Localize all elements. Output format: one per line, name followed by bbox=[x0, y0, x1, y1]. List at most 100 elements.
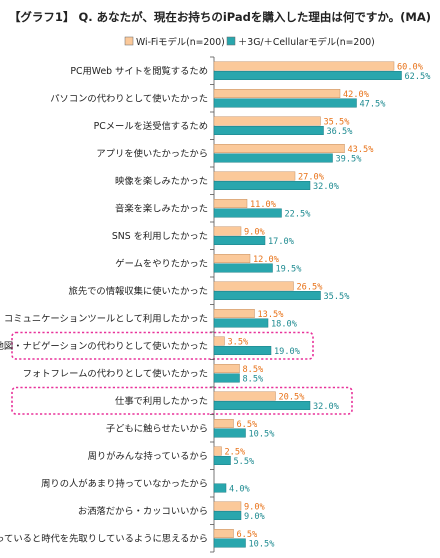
legend: Wi-Fiモデル(n=200) ＋3G/＋Cellularモデル(n=200) bbox=[124, 36, 375, 48]
value-label-wifi: 3.5% bbox=[228, 337, 250, 347]
value-label-wifi: 20.5% bbox=[279, 392, 306, 402]
value-label-wifi: 9.0% bbox=[244, 227, 266, 237]
value-label-wifi: 60.0% bbox=[397, 62, 424, 72]
value-label-cellular: 32.0% bbox=[313, 182, 340, 192]
bar-cellular bbox=[213, 291, 321, 300]
value-label-wifi: 6.5% bbox=[237, 530, 259, 540]
value-label-wifi: 12.0% bbox=[253, 255, 280, 265]
bar-cellular bbox=[213, 511, 242, 520]
bar-cellular bbox=[213, 401, 311, 410]
bar-cellular bbox=[213, 318, 269, 328]
value-label-cellular: 39.5% bbox=[336, 154, 363, 164]
bar-wifi bbox=[213, 391, 276, 401]
bar-cellular bbox=[213, 153, 333, 163]
category-label: PCメールを送受信するため bbox=[94, 120, 208, 132]
value-label-wifi: 6.5% bbox=[237, 420, 259, 430]
value-label-cellular: 19.5% bbox=[276, 264, 303, 274]
value-label-cellular: 32.0% bbox=[313, 402, 340, 412]
value-label-wifi: 2.5% bbox=[225, 447, 247, 457]
bar-cellular bbox=[213, 483, 227, 493]
bar-wifi bbox=[213, 89, 341, 98]
bar-wifi bbox=[213, 226, 242, 236]
legend-label-cellular: ＋3G/＋Cellularモデル(n=200) bbox=[238, 36, 375, 48]
value-label-wifi: 26.5% bbox=[297, 282, 324, 292]
value-label-cellular: 22.5% bbox=[285, 209, 312, 219]
highlight-frame bbox=[11, 386, 353, 415]
bar-wifi bbox=[213, 501, 242, 511]
category-label: コミュニケーションツールとして利用したかった bbox=[4, 312, 208, 324]
category-label: 周りがみんな持っているから bbox=[88, 450, 208, 462]
bar-cellular bbox=[213, 181, 311, 190]
category-label: 旅先での情報収集に使いたかった bbox=[69, 285, 208, 297]
bars bbox=[213, 61, 402, 548]
category-label: 地図・ナビゲーションの代わりとして使いたかった bbox=[0, 340, 208, 352]
bar-wifi bbox=[213, 336, 225, 346]
bar-wifi bbox=[213, 364, 240, 373]
value-label-wifi: 35.5% bbox=[324, 117, 351, 127]
category-label: PC用Web サイトを閲覧するため bbox=[70, 65, 208, 77]
category-label: パソコンの代わりとして使いたかった bbox=[50, 92, 208, 104]
bar-wifi bbox=[213, 281, 294, 291]
value-label-cellular: 19.0% bbox=[274, 347, 301, 357]
bar-cellular bbox=[213, 98, 357, 108]
value-label-wifi: 43.5% bbox=[348, 145, 375, 155]
bar-wifi bbox=[213, 199, 248, 208]
bar-wifi bbox=[213, 254, 251, 263]
bar-cellular bbox=[213, 263, 273, 273]
bar-wifi bbox=[213, 61, 395, 71]
bar-wifi bbox=[213, 116, 321, 126]
bar-cellular bbox=[213, 456, 231, 465]
category-label: 持っていると時代を先取りしているように思えるから bbox=[0, 532, 208, 544]
category-label: 音楽を楽しみたかった bbox=[115, 202, 208, 214]
legend-swatch-cellular bbox=[226, 36, 236, 46]
bar-cellular bbox=[213, 428, 246, 438]
value-label-wifi: 11.0% bbox=[250, 200, 277, 210]
bar-cellular bbox=[213, 71, 402, 80]
value-label-cellular: 4.0% bbox=[229, 484, 251, 494]
value-label-cellular: 36.5% bbox=[327, 127, 354, 137]
category-label: SNS を利用したかった bbox=[112, 230, 208, 242]
category-label: フォトフレームの代わりとして使いたかった bbox=[23, 367, 208, 379]
bar-cellular bbox=[213, 208, 282, 218]
category-label: 子どもに触らせたいから bbox=[106, 422, 208, 434]
value-label-wifi: 8.5% bbox=[243, 365, 265, 375]
value-label-cellular: 5.5% bbox=[234, 457, 256, 467]
bar-cellular bbox=[213, 126, 324, 135]
legend-swatch-wifi bbox=[124, 36, 134, 46]
value-label-cellular: 62.5% bbox=[405, 72, 432, 82]
category-label: 周りの人があまり持っていなかったから bbox=[41, 477, 208, 489]
category-axis bbox=[210, 56, 215, 553]
bar-wifi bbox=[213, 144, 345, 153]
value-label-wifi: 42.0% bbox=[343, 90, 370, 100]
bar-cellular bbox=[213, 236, 266, 245]
category-label: お洒落だから・カッコいいから bbox=[78, 505, 208, 517]
bar-cellular bbox=[213, 373, 240, 383]
value-label-wifi: 13.5% bbox=[258, 310, 285, 320]
value-label-cellular: 8.5% bbox=[243, 374, 265, 384]
value-label-wifi: 9.0% bbox=[244, 502, 266, 512]
category-label: アプリを使いたかったから bbox=[96, 147, 208, 159]
bar-wifi bbox=[213, 309, 255, 318]
highlight-frame bbox=[11, 331, 314, 360]
bar-wifi bbox=[213, 171, 296, 181]
value-label-cellular: 9.0% bbox=[244, 512, 266, 522]
value-label-cellular: 35.5% bbox=[324, 292, 351, 302]
bar-wifi bbox=[213, 446, 222, 456]
value-label-cellular: 47.5% bbox=[360, 99, 387, 109]
highlight-frames bbox=[11, 331, 353, 415]
bar-cellular bbox=[213, 538, 246, 548]
value-label-wifi: 27.0% bbox=[298, 172, 325, 182]
bar-wifi bbox=[213, 529, 234, 538]
value-labels: 60.0%62.5%42.0%47.5%35.5%36.5%43.5%39.5%… bbox=[225, 62, 432, 549]
legend-label-wifi: Wi-Fiモデル(n=200) bbox=[136, 36, 225, 48]
value-label-cellular: 17.0% bbox=[268, 237, 295, 247]
value-label-cellular: 10.5% bbox=[249, 539, 276, 549]
category-label: 仕事で利用したかった bbox=[115, 395, 208, 407]
bar-wifi bbox=[213, 419, 234, 428]
value-label-cellular: 10.5% bbox=[249, 429, 276, 439]
category-label: ゲームをやりたかった bbox=[115, 257, 208, 269]
chart-title: 【グラフ1】 Q. あなたが、現在お持ちのiPadを購入した理由は何ですか。(M… bbox=[8, 10, 432, 24]
category-label: 映像を楽しみたかった bbox=[115, 175, 208, 187]
